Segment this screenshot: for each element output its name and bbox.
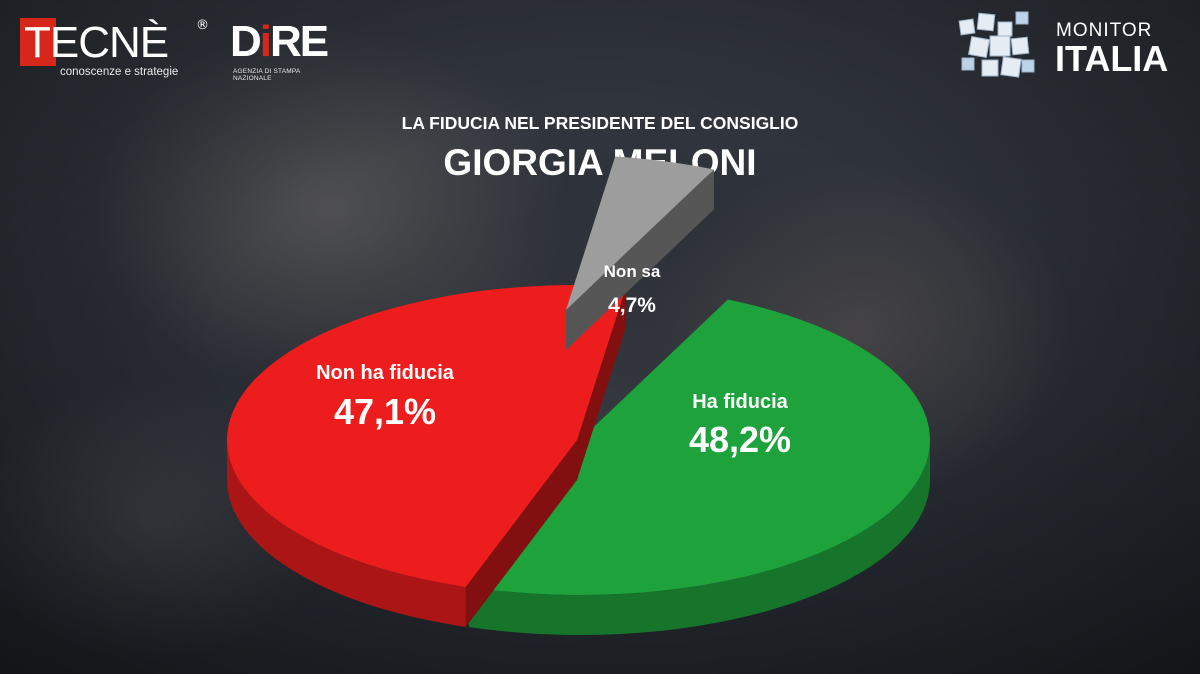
tecne-registered-mark: ® [196,18,209,33]
tecne-logo: TECNÈ ® conoscenze e strategie [20,16,220,78]
dire-logo-d: D [230,17,262,66]
slice-value-label: 4,7% [608,294,656,317]
slice-value-label: 47,1% [334,391,436,432]
tecne-tagline: conoscenze e strategie [60,66,179,78]
slice-side-face [465,440,577,627]
slice-label: Non sa [604,262,661,281]
monitor-italia-logo: MONITOR ITALIA [956,10,1188,86]
pie-slice-non-sa [566,156,714,350]
chart-subtitle: LA FIDUCIA NEL PRESIDENTE DEL CONSIGLIO [401,113,799,133]
slice-top-face [468,299,930,595]
tecne-logo-word: TECNÈ [24,18,169,67]
monitor-logo-line1: MONITOR [1056,20,1153,41]
dire-logo-i: i [259,17,272,66]
slice-top-face [566,156,714,310]
slice-outer-wall [227,440,466,627]
dire-logo-re: RE [270,17,329,66]
slice-value-label: 48,2% [689,419,791,460]
slice-top-face [227,285,627,587]
slice-side-face [566,169,714,350]
pie-slice-non-ha-fiducia [227,285,627,627]
slice-label: Ha fiducia [692,391,788,413]
dire-logo-word: DiRE [230,17,329,66]
cubes-icon [958,11,1035,78]
slice-label: Non ha fiducia [316,362,455,384]
slice-side-face [577,286,627,480]
dire-tagline: AGENZIA DI STAMPA NAZIONALE [233,68,301,82]
slice-outer-wall [468,440,930,635]
tecne-logo-red-box [20,18,56,66]
dire-logo: DiRE AGENZIA DI STAMPA NAZIONALE [230,17,340,83]
monitor-logo-line2: ITALIA [1055,38,1169,79]
